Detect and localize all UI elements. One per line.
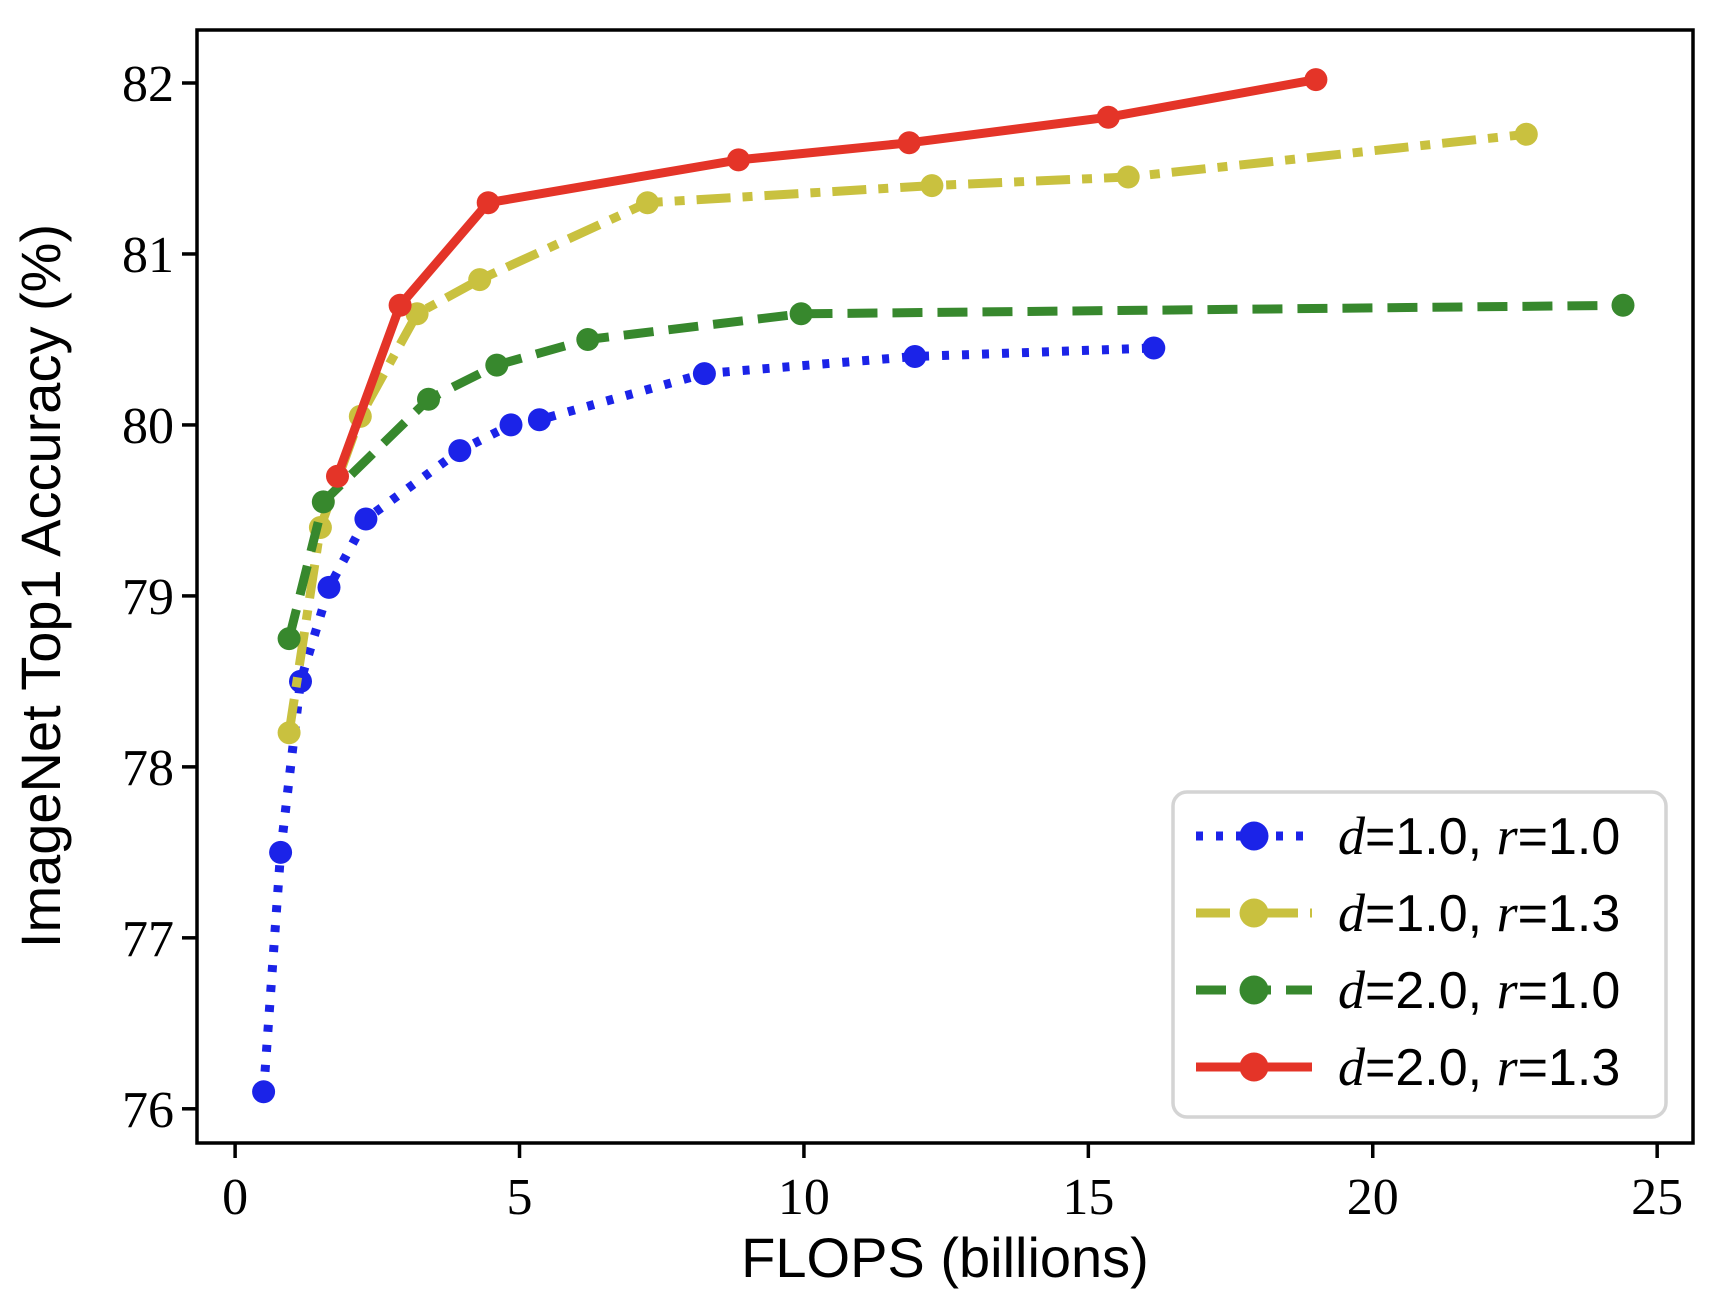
x-tick-label: 10 xyxy=(778,1169,830,1226)
y-axis-label: ImageNet Top1 Accuracy (%) xyxy=(9,224,72,948)
data-point xyxy=(269,840,293,864)
data-point xyxy=(789,302,813,326)
legend-entry-label: d=2.0, r=1.3 xyxy=(1338,1037,1620,1097)
legend-entry-label: d=2.0, r=1.0 xyxy=(1338,960,1620,1020)
legend-marker xyxy=(1239,821,1269,851)
x-tick-label: 15 xyxy=(1062,1169,1114,1226)
x-tick-label: 5 xyxy=(507,1169,533,1226)
data-point xyxy=(727,148,750,172)
y-tick-label: 79 xyxy=(122,569,174,626)
data-point xyxy=(468,268,492,292)
y-tick-label: 78 xyxy=(122,740,174,797)
data-point xyxy=(311,490,335,514)
series-line-d-1.0-r-1.3 xyxy=(284,129,1527,734)
data-point xyxy=(903,345,927,368)
data-point xyxy=(277,721,301,745)
legend-marker xyxy=(1239,898,1269,928)
data-point xyxy=(1096,105,1120,129)
data-point xyxy=(476,191,500,215)
x-tick-label: 25 xyxy=(1631,1169,1683,1226)
series-line-d-2.0-r-1.0 xyxy=(284,300,1624,640)
legend-entry-label: d=1.0, r=1.3 xyxy=(1338,883,1620,943)
data-point xyxy=(527,408,551,432)
data-point xyxy=(1142,336,1166,360)
data-point xyxy=(405,302,429,326)
data-point xyxy=(1116,165,1140,189)
data-point xyxy=(417,387,440,411)
x-tick-label: 20 xyxy=(1347,1169,1399,1226)
series-line-d-1.0-r-1.0 xyxy=(259,343,1154,1093)
data-point xyxy=(277,627,301,651)
data-point xyxy=(920,174,944,198)
y-tick-label: 77 xyxy=(122,911,174,968)
data-point xyxy=(485,353,509,377)
data-point xyxy=(1304,68,1328,92)
data-point xyxy=(1611,293,1635,317)
x-tick-label: 0 xyxy=(222,1169,248,1226)
data-point xyxy=(326,464,349,488)
y-tick-label: 82 xyxy=(122,56,174,113)
y-tick-label: 81 xyxy=(122,227,174,284)
legend-entry-label: d=1.0, r=1.0 xyxy=(1338,806,1620,866)
legend-marker xyxy=(1239,975,1269,1005)
data-point xyxy=(317,575,341,599)
data-point xyxy=(576,328,600,351)
data-point xyxy=(897,131,921,155)
legend-marker xyxy=(1239,1052,1269,1082)
x-axis-label: FLOPS (billions) xyxy=(741,1226,1149,1289)
data-point xyxy=(252,1080,276,1104)
y-tick-label: 80 xyxy=(122,398,174,455)
y-tick-label: 76 xyxy=(122,1082,174,1139)
data-point xyxy=(354,507,378,531)
data-point xyxy=(448,439,472,463)
data-point xyxy=(636,191,659,215)
data-point xyxy=(499,413,523,437)
data-point xyxy=(1514,122,1538,146)
plot-area xyxy=(195,28,1695,1145)
legend-box xyxy=(1171,790,1668,1119)
data-point xyxy=(388,293,412,317)
data-point xyxy=(692,362,716,386)
